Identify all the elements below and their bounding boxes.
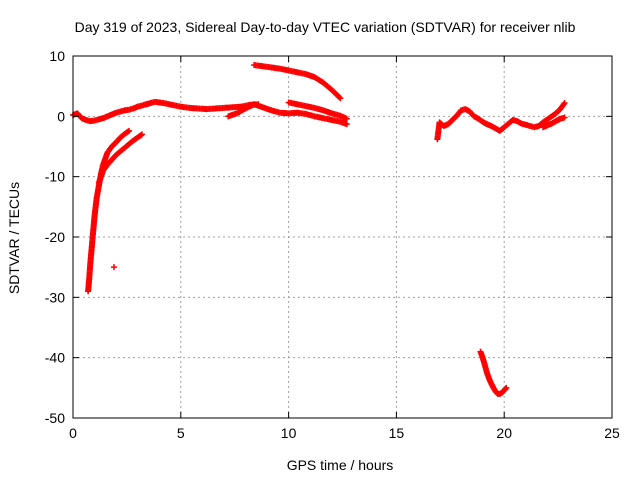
x-tick-label: 25 (604, 425, 620, 441)
series-sat-j (477, 348, 510, 397)
data-point (337, 95, 344, 102)
series-sat-i (540, 114, 568, 131)
data-point (561, 100, 568, 107)
chart-title: Day 319 of 2023, Sidereal Day-to-day VTE… (75, 19, 576, 35)
x-tick-label: 20 (496, 425, 512, 441)
data-point (137, 132, 144, 139)
series-sat-h (434, 100, 568, 143)
x-tick-label: 10 (281, 425, 297, 441)
data-point (336, 94, 343, 101)
y-tick-label: -10 (45, 169, 65, 185)
y-tick-label: -50 (45, 410, 65, 426)
y-tick-label: 10 (49, 48, 65, 64)
series-sat-g (95, 131, 145, 186)
tick-labels: 0 5 10 15 20 25 -50 -40 -30 -20 -10 0 10 (45, 48, 620, 441)
series-sat-e (251, 62, 344, 102)
series-sat-d (285, 99, 350, 122)
series-sat-f (85, 127, 133, 295)
x-tick-label: 0 (69, 425, 77, 441)
series-sat-c (225, 101, 350, 128)
axis-ticks (72, 55, 613, 419)
x-tick-label: 15 (389, 425, 405, 441)
y-tick-label: 0 (57, 108, 65, 124)
x-tick-label: 5 (177, 425, 185, 441)
series-outlier (110, 264, 117, 271)
y-axis-label: SDTVAR / TECUs (6, 182, 22, 294)
x-axis-label: GPS time / hours (287, 457, 394, 473)
y-tick-label: -30 (45, 289, 65, 305)
data-point (124, 128, 131, 135)
data-point (561, 114, 568, 121)
data-points (70, 62, 568, 397)
y-tick-label: -20 (45, 229, 65, 245)
y-tick-label: -40 (45, 350, 65, 366)
data-point (343, 121, 350, 128)
series-sat-a (70, 100, 154, 125)
data-point (503, 384, 510, 391)
data-point (343, 115, 350, 122)
data-point (110, 264, 117, 271)
data-point (560, 101, 567, 108)
data-point (138, 131, 145, 138)
data-point (126, 127, 133, 134)
grid-layer (73, 56, 612, 418)
